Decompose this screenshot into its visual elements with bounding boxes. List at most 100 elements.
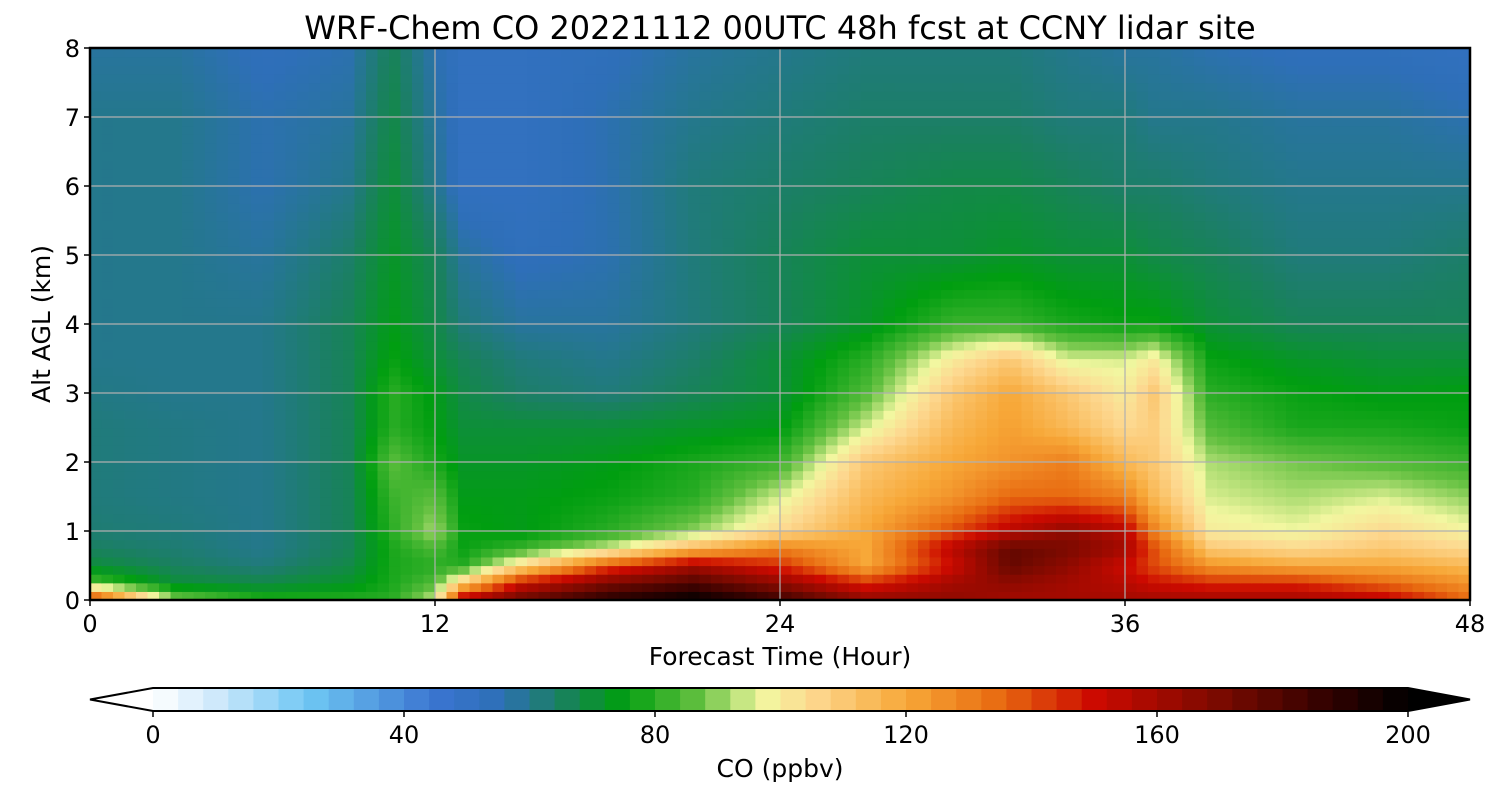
- heatmap-cell: [711, 470, 724, 480]
- heatmap-cell: [1033, 591, 1046, 600]
- heatmap-cell: [389, 272, 402, 282]
- heatmap-cell: [170, 246, 183, 256]
- heatmap-cell: [228, 487, 241, 498]
- heatmap-cell: [584, 298, 597, 308]
- heatmap-cell: [1217, 582, 1230, 592]
- heatmap-cell: [906, 237, 919, 247]
- heatmap-cell: [918, 453, 931, 463]
- heatmap-cell: [446, 582, 459, 592]
- heatmap-cell: [1286, 315, 1299, 325]
- heatmap-cell: [665, 375, 678, 385]
- heatmap-cell: [711, 531, 724, 541]
- heatmap-cell: [1309, 349, 1322, 360]
- heatmap-cell: [1136, 341, 1149, 351]
- heatmap-cell: [642, 255, 655, 265]
- heatmap-cell: [573, 556, 586, 567]
- heatmap-cell: [1332, 324, 1345, 334]
- heatmap-cell: [1286, 487, 1299, 498]
- heatmap-cell: [228, 436, 241, 446]
- heatmap-cell: [757, 548, 770, 558]
- heatmap-cell: [837, 427, 850, 437]
- heatmap-cell: [331, 341, 344, 351]
- heatmap-cell: [124, 418, 137, 429]
- heatmap-cell: [1182, 384, 1195, 394]
- heatmap-cell: [193, 255, 206, 265]
- heatmap-cell: [101, 479, 114, 489]
- heatmap-cell: [918, 513, 931, 523]
- heatmap-cell: [1090, 444, 1103, 454]
- heatmap-cell: [791, 306, 804, 316]
- heatmap-cell: [147, 410, 160, 420]
- heatmap-cell: [515, 487, 528, 498]
- heatmap-cell: [274, 375, 287, 385]
- heatmap-cell: [435, 280, 448, 291]
- heatmap-cell: [527, 505, 540, 515]
- heatmap-cell: [285, 574, 298, 584]
- heatmap-cell: [1412, 496, 1425, 506]
- heatmap-cell: [1412, 384, 1425, 394]
- heatmap-cell: [182, 427, 195, 437]
- heatmap-cell: [1240, 418, 1253, 429]
- heatmap-cell: [676, 444, 689, 454]
- heatmap-cell: [826, 263, 839, 273]
- heatmap-cell: [239, 479, 252, 489]
- heatmap-cell: [1217, 298, 1230, 308]
- heatmap-cell: [1240, 298, 1253, 308]
- heatmap-cell: [1148, 289, 1161, 299]
- heatmap-cell: [1378, 393, 1391, 403]
- heatmap-cell: [101, 393, 114, 403]
- heatmap-cell: [734, 298, 747, 308]
- heatmap-cell: [734, 341, 747, 351]
- heatmap-cell: [239, 436, 252, 446]
- heatmap-cell: [228, 453, 241, 463]
- heatmap-cell: [1447, 401, 1460, 411]
- heatmap-cell: [147, 375, 160, 385]
- heatmap-cell: [389, 349, 402, 360]
- heatmap-cell: [262, 272, 275, 282]
- heatmap-cell: [515, 522, 528, 532]
- heatmap-cell: [1148, 436, 1161, 446]
- heatmap-cell: [1021, 332, 1034, 342]
- heatmap-cell: [883, 255, 896, 265]
- heatmap-cell: [1447, 470, 1460, 480]
- heatmap-cell: [124, 367, 137, 377]
- heatmap-cell: [1125, 505, 1138, 515]
- heatmap-cell: [216, 410, 229, 420]
- heatmap-cell: [1366, 298, 1379, 308]
- heatmap-cell: [1044, 315, 1057, 325]
- heatmap-cell: [1033, 349, 1046, 360]
- heatmap-cell: [872, 427, 885, 437]
- heatmap-cell: [964, 513, 977, 523]
- heatmap-cell: [550, 556, 563, 567]
- heatmap-cell: [987, 591, 1000, 600]
- heatmap-cell: [803, 349, 816, 360]
- heatmap-cell: [607, 479, 620, 489]
- heatmap-cell: [699, 298, 712, 308]
- heatmap-cell: [653, 384, 666, 394]
- heatmap-cell: [711, 341, 724, 351]
- heatmap-cell: [205, 263, 218, 273]
- heatmap-cell: [653, 479, 666, 489]
- heatmap-cell: [193, 315, 206, 325]
- heatmap-cell: [1171, 531, 1184, 541]
- heatmap-cell: [1205, 479, 1218, 489]
- heatmap-cell: [90, 341, 103, 351]
- heatmap-cell: [90, 479, 103, 489]
- heatmap-cell: [216, 401, 229, 411]
- heatmap-cell: [481, 513, 494, 523]
- heatmap-cell: [550, 246, 563, 256]
- heatmap-cell: [722, 237, 735, 247]
- heatmap-cell: [918, 531, 931, 541]
- heatmap-cell: [791, 548, 804, 558]
- heatmap-cell: [699, 487, 712, 498]
- heatmap-cell: [1309, 531, 1322, 541]
- heatmap-cell: [676, 246, 689, 256]
- heatmap-cell: [895, 367, 908, 377]
- heatmap-cell: [998, 522, 1011, 532]
- heatmap-cell: [1274, 246, 1287, 256]
- heatmap-cell: [642, 556, 655, 567]
- heatmap-cell: [285, 272, 298, 282]
- heatmap-cell: [1424, 332, 1437, 342]
- heatmap-cell: [90, 375, 103, 385]
- heatmap-cell: [837, 315, 850, 325]
